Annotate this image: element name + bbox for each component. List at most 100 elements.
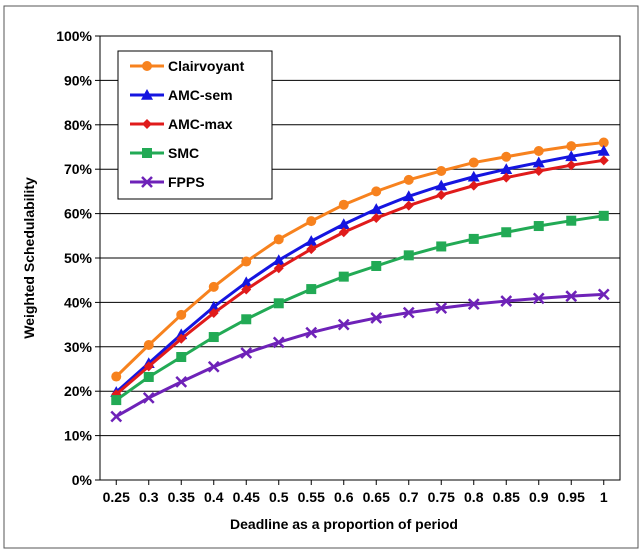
x-tick-label: 0.35 xyxy=(168,489,195,505)
legend-item: AMC-sem xyxy=(130,87,233,103)
data-point xyxy=(532,292,545,305)
data-point xyxy=(436,189,447,200)
data-point xyxy=(566,160,577,171)
x-tick-label: 0.8 xyxy=(464,489,484,505)
data-point xyxy=(403,200,414,211)
data-point xyxy=(565,150,578,162)
y-tick-label: 10% xyxy=(64,428,93,444)
x-tick-label: 0.9 xyxy=(529,489,549,505)
data-point xyxy=(240,347,253,359)
series-group xyxy=(110,137,610,423)
x-tick-label: 0.4 xyxy=(204,489,224,505)
data-point xyxy=(142,391,155,404)
data-point xyxy=(566,215,577,226)
x-tick-label: 0.75 xyxy=(428,489,455,505)
y-tick-label: 30% xyxy=(64,339,93,355)
x-axis-ticks: 0.25 0.3 0.35 0.4 0.45 0.5 0.55 0.6 0.65 0.7 0.75 0… xyxy=(103,480,608,505)
data-point xyxy=(598,210,609,221)
y-tick-label: 50% xyxy=(64,250,93,266)
data-point xyxy=(500,295,513,307)
data-point xyxy=(337,318,350,331)
data-point xyxy=(468,233,479,244)
data-point xyxy=(338,199,349,210)
data-point xyxy=(501,227,512,238)
series-line xyxy=(115,141,604,378)
data-point xyxy=(597,144,610,156)
data-point xyxy=(143,340,154,351)
x-tick-label: 0.25 xyxy=(103,489,130,505)
series-line xyxy=(115,292,604,418)
data-point xyxy=(533,165,544,176)
data-point xyxy=(241,256,252,267)
series-fpps xyxy=(110,288,610,423)
data-point xyxy=(533,221,544,232)
data-point xyxy=(402,306,415,319)
data-point xyxy=(435,179,448,191)
series-smc xyxy=(111,210,609,406)
data-point xyxy=(305,235,318,246)
data-point xyxy=(501,172,512,183)
x-tick-label: 0.6 xyxy=(334,489,354,505)
x-tick-label: 0.65 xyxy=(363,489,390,505)
data-point xyxy=(208,281,219,292)
x-tick-label: 0.5 xyxy=(269,489,289,505)
data-point xyxy=(175,375,188,388)
data-point xyxy=(370,203,383,214)
data-point xyxy=(306,244,317,255)
legend-marker xyxy=(141,89,153,100)
data-point xyxy=(565,290,578,303)
legend-item: FPPS xyxy=(130,174,205,190)
data-point xyxy=(598,137,609,148)
y-tick-label: 80% xyxy=(64,117,93,133)
legend-label: FPPS xyxy=(168,174,205,190)
legend-marker xyxy=(142,119,152,129)
x-tick-label: 0.3 xyxy=(139,489,159,505)
x-tick-label: 0.95 xyxy=(558,489,585,505)
data-point xyxy=(111,371,122,382)
data-point xyxy=(143,361,154,372)
data-point xyxy=(306,284,317,295)
y-tick-label: 20% xyxy=(64,383,93,399)
data-point xyxy=(176,333,187,344)
data-point xyxy=(403,250,414,261)
x-axis-label: Deadline as a proportion of period xyxy=(230,516,458,532)
data-point xyxy=(208,332,219,343)
data-point xyxy=(272,254,285,266)
data-point xyxy=(597,288,610,301)
y-axis-ticks: 0% 10% 20% 30% 40% 50% 60% 70% 80% 90% 100% xyxy=(56,28,100,488)
data-point xyxy=(305,326,318,339)
data-point xyxy=(468,180,479,191)
data-point xyxy=(371,186,382,197)
data-point xyxy=(598,155,609,166)
data-point xyxy=(371,213,382,224)
series-line xyxy=(115,149,604,394)
data-point xyxy=(468,157,479,168)
y-tick-label: 100% xyxy=(56,28,92,44)
data-point xyxy=(501,151,512,162)
y-tick-label: 0% xyxy=(72,472,93,488)
data-point xyxy=(306,216,317,227)
data-point xyxy=(566,141,577,152)
data-point xyxy=(273,263,284,274)
legend-marker xyxy=(141,176,153,188)
legend-marker xyxy=(142,61,152,71)
legend-item: SMC xyxy=(130,145,199,161)
legend-marker xyxy=(142,148,152,158)
data-point xyxy=(402,190,415,202)
data-point xyxy=(500,163,513,174)
data-point xyxy=(532,156,545,168)
data-point xyxy=(207,300,220,312)
data-point xyxy=(435,302,448,315)
legend-label: SMC xyxy=(168,145,199,161)
data-point xyxy=(143,371,154,382)
x-tick-label: 0.45 xyxy=(233,489,260,505)
data-point xyxy=(370,312,383,324)
data-point xyxy=(467,170,480,182)
data-point xyxy=(272,336,285,349)
data-point xyxy=(338,271,349,282)
series-clairvoyant xyxy=(111,137,609,382)
data-point xyxy=(273,234,284,245)
legend-label: Clairvoyant xyxy=(168,58,245,74)
data-point xyxy=(533,145,544,156)
